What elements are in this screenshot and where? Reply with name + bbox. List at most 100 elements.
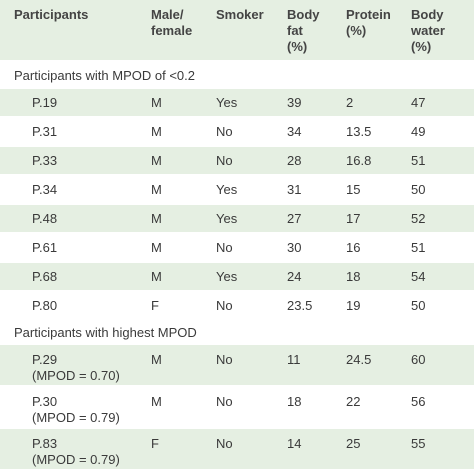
cell-line: Protein (346, 7, 391, 22)
header-cell: Smoker (216, 7, 264, 23)
data-row: P.29 (MPOD = 0.70) M No 11 24.5 60 (0, 345, 474, 387)
cell-line: P.29 (32, 352, 58, 367)
data-cell: 50 (411, 181, 426, 197)
data-cell: M (151, 394, 162, 409)
data-cell: M (151, 268, 162, 284)
cell-line: (%) (346, 23, 367, 38)
cell-line: Male/ (151, 7, 184, 22)
data-cell: P.29 (MPOD = 0.70) (32, 352, 120, 384)
data-cell: F (151, 436, 159, 451)
data-cell: P.68 (32, 269, 57, 285)
cell-line: Body (411, 7, 444, 22)
data-cell: 27 (287, 210, 302, 226)
data-cell: 51 (411, 152, 426, 168)
section-row: Participants with highest MPOD (0, 321, 474, 345)
data-cell: M (151, 210, 162, 226)
data-cell: 50 (411, 297, 426, 313)
data-cell: M (151, 239, 162, 255)
cell-line: water (411, 23, 445, 38)
data-cell: F (151, 297, 159, 313)
cell-line: Body (287, 7, 320, 22)
data-cell: 56 (411, 394, 426, 409)
cell-line: (MPOD = 0.70) (32, 368, 120, 383)
data-cell: 15 (346, 181, 361, 197)
data-cell: 25 (346, 436, 361, 451)
data-cell: M (151, 181, 162, 197)
cell-line: (%) (287, 39, 308, 54)
data-row: P.80 F No 23.5 19 50 (0, 292, 474, 321)
data-cell: 28 (287, 152, 302, 168)
data-cell: 55 (411, 436, 426, 451)
data-cell: No (216, 352, 233, 367)
data-cell: No (216, 123, 233, 139)
data-cell: 51 (411, 239, 426, 255)
data-row: P.31 M No 34 13.5 49 (0, 118, 474, 147)
data-cell: Yes (216, 181, 238, 197)
data-cell: No (216, 394, 233, 409)
section-title: Participants with MPOD of <0.2 (14, 67, 195, 83)
cell-line: P.19 (32, 94, 58, 110)
data-cell: P.34 (32, 182, 57, 198)
data-cell: 39 (287, 94, 302, 110)
data-cell: 16.8 (346, 152, 372, 168)
data-row: P.33 M No 28 16.8 51 (0, 147, 474, 176)
data-cell: 60 (411, 352, 426, 367)
section-row: Participants with MPOD of <0.2 (0, 62, 474, 89)
data-cell: 24 (287, 268, 302, 284)
data-row: P.83 (MPOD = 0.79) F No 14 25 55 (0, 429, 474, 471)
data-cell: P.83 (MPOD = 0.79) (32, 436, 120, 468)
data-cell: P.19 (32, 95, 57, 111)
cell-line: P.30 (32, 394, 58, 409)
data-cell: 19 (346, 297, 361, 313)
cell-line: P.33 (32, 152, 58, 168)
cell-line: P.34 (32, 181, 58, 197)
data-cell: No (216, 152, 233, 168)
data-cell: M (151, 123, 162, 139)
header-cell: Participants (14, 7, 88, 23)
data-cell: Yes (216, 210, 238, 226)
data-cell: P.61 (32, 240, 57, 256)
header-row: Participants Male/female Smoker Body fat (%) P… (0, 0, 474, 62)
data-row: P.48 M Yes 27 17 52 (0, 205, 474, 234)
cell-line: P.83 (32, 436, 58, 451)
cell-line: P.31 (32, 123, 58, 139)
data-cell: 16 (346, 239, 361, 255)
data-row: P.30 (MPOD = 0.79) M No 18 22 56 (0, 387, 474, 429)
data-cell: 13.5 (346, 123, 372, 139)
data-cell: 52 (411, 210, 426, 226)
data-cell: P.80 (32, 298, 57, 314)
data-cell: 17 (346, 210, 361, 226)
data-cell: 22 (346, 394, 361, 409)
cell-line: P.68 (32, 268, 58, 284)
data-cell: 47 (411, 94, 426, 110)
data-cell: 11 (287, 352, 301, 367)
cell-line: fat (287, 23, 303, 38)
data-row: P.34 M Yes 31 15 50 (0, 176, 474, 205)
data-cell: Yes (216, 94, 238, 110)
data-cell: No (216, 239, 233, 255)
data-cell: M (151, 94, 162, 110)
data-cell: 2 (346, 94, 354, 110)
cell-line: (%) (411, 39, 432, 54)
data-cell: 34 (287, 123, 302, 139)
header-cell: Protein (%) (346, 7, 391, 39)
header-cell: Body fat (%) (287, 7, 320, 55)
data-cell: M (151, 152, 162, 168)
data-cell: P.31 (32, 124, 57, 140)
data-cell: 18 (346, 268, 361, 284)
section-title: Participants with highest MPOD (14, 325, 197, 340)
data-cell: 49 (411, 123, 426, 139)
data-cell: M (151, 352, 162, 367)
cell-line: P.48 (32, 210, 58, 226)
cell-line: (MPOD = 0.79) (32, 452, 120, 467)
data-cell: No (216, 297, 233, 313)
cell-line: (MPOD = 0.79) (32, 410, 120, 425)
cell-line: female (151, 23, 193, 38)
data-row: P.61 M No 30 16 51 (0, 234, 474, 263)
data-cell: P.30 (MPOD = 0.79) (32, 394, 120, 426)
data-cell: P.48 (32, 211, 57, 227)
header-cell: Body water (%) (411, 7, 445, 55)
cell-line: Smoker (216, 7, 264, 22)
data-cell: 23.5 (287, 297, 313, 313)
data-cell: 18 (287, 394, 302, 409)
